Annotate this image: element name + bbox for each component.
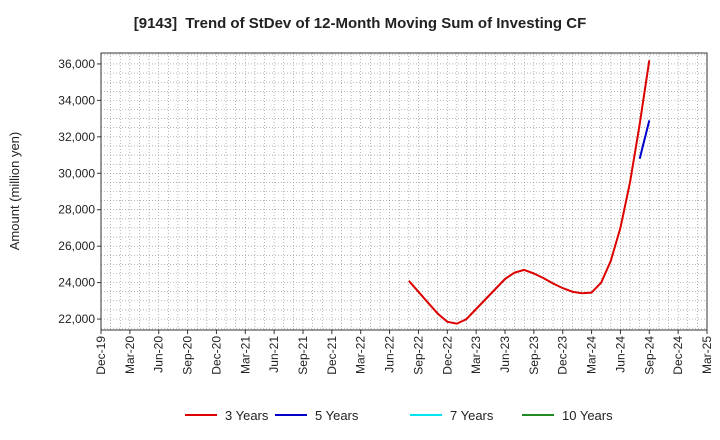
- x-tick-label: Sep-20: [181, 336, 195, 375]
- legend-label: 5 Years: [315, 408, 359, 423]
- x-tick-label: Jun-22: [383, 336, 397, 373]
- x-tick-label: Dec-20: [209, 336, 223, 375]
- x-tick-label: Jun-20: [152, 336, 166, 373]
- x-tick-label: Dec-24: [671, 336, 685, 375]
- x-tick-label: Mar-24: [585, 336, 599, 374]
- legend-label: 10 Years: [562, 408, 613, 423]
- x-tick-label: Sep-21: [296, 336, 310, 375]
- legend: 3 Years 5 Years 7 Years 10 Years: [185, 408, 613, 423]
- x-tick-label: Dec-22: [440, 336, 454, 375]
- series-layer: [408, 60, 651, 325]
- series-line-1: [408, 60, 651, 325]
- y-tick-label: 34,000: [58, 93, 95, 107]
- x-tick-label: Jun-23: [498, 336, 512, 373]
- tick-layer: 22,000 24,000 26,000 28,000 30,000 32,000 34,0…: [58, 57, 714, 375]
- x-tick-label: Mar-23: [469, 336, 483, 374]
- y-tick-label: 24,000: [58, 276, 95, 290]
- series-line-2: [638, 120, 651, 159]
- x-tick-label: Sep-23: [527, 336, 541, 375]
- x-tick-label: Sep-24: [642, 336, 656, 375]
- x-tick-label: Dec-21: [325, 336, 339, 375]
- x-tick-label: Mar-22: [354, 336, 368, 374]
- y-tick-label: 28,000: [58, 203, 95, 217]
- grid-layer: [100, 53, 708, 330]
- y-tick-label: 32,000: [58, 130, 95, 144]
- y-tick-label: 22,000: [58, 312, 95, 326]
- plot-frame: [100, 52, 708, 331]
- y-tick-label: 30,000: [58, 166, 95, 180]
- x-tick-label: Mar-25: [700, 336, 714, 374]
- x-tick-label: Sep-22: [411, 336, 425, 375]
- x-tick-label: Dec-19: [94, 336, 108, 375]
- chart-title: [9143] Trend of StDev of 12-Month Moving…: [133, 15, 587, 32]
- x-tick-label: Dec-23: [556, 336, 570, 375]
- x-tick-label: Jun-21: [267, 336, 281, 373]
- legend-label: 7 Years: [450, 408, 494, 423]
- y-axis-title: Amount (million yen): [7, 132, 22, 251]
- x-tick-label: Jun-24: [613, 336, 627, 373]
- x-tick-label: Mar-20: [123, 336, 137, 374]
- y-tick-label: 26,000: [58, 239, 95, 253]
- legend-label: 3 Years: [225, 408, 269, 423]
- y-tick-label: 36,000: [58, 57, 95, 71]
- x-tick-label: Mar-21: [238, 336, 252, 374]
